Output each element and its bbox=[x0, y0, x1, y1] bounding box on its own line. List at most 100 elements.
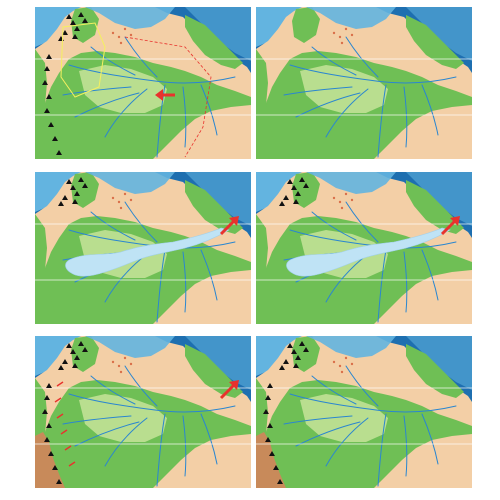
mountain-marker bbox=[72, 199, 78, 204]
mountain-marker bbox=[56, 150, 62, 155]
highland-dots bbox=[332, 27, 354, 45]
mountain-marker bbox=[56, 479, 62, 484]
highland-dot bbox=[111, 196, 115, 200]
shallow-sea-ne bbox=[406, 172, 472, 226]
highland-dot bbox=[350, 198, 354, 202]
shallow-sea-ne bbox=[406, 336, 472, 390]
river bbox=[90, 46, 136, 76]
mountain-marker bbox=[287, 343, 293, 348]
forest-west-coast bbox=[256, 49, 282, 159]
mountain-marker bbox=[291, 349, 297, 354]
forest-light bbox=[79, 394, 167, 442]
mountain-marker bbox=[62, 359, 68, 364]
mountain-marker bbox=[265, 437, 271, 442]
river bbox=[200, 249, 218, 301]
mountain-marker bbox=[299, 177, 305, 182]
river bbox=[74, 92, 140, 118]
flow-arrow-head bbox=[155, 89, 163, 101]
mountain-marker bbox=[44, 395, 50, 400]
flow-arrow-shaft bbox=[219, 218, 237, 236]
highland-dot bbox=[338, 364, 342, 368]
mountain-marker bbox=[283, 195, 289, 200]
drainage-divide bbox=[124, 36, 212, 158]
mountain-marker bbox=[299, 341, 305, 346]
river bbox=[421, 249, 439, 301]
mountain-marker bbox=[293, 363, 299, 368]
river bbox=[200, 84, 218, 136]
mountain-marker bbox=[44, 437, 50, 442]
river bbox=[68, 64, 236, 84]
caribbean-margin bbox=[306, 336, 396, 358]
highland-dot bbox=[119, 41, 123, 45]
mountain-marker bbox=[46, 383, 52, 388]
map-svg bbox=[256, 172, 472, 324]
shallow-sea-ne bbox=[185, 7, 251, 61]
region-outline bbox=[60, 22, 106, 98]
mountain-markers bbox=[42, 341, 88, 484]
flow-arrow-shaft bbox=[219, 382, 237, 400]
river bbox=[90, 375, 136, 405]
river bbox=[295, 421, 361, 447]
mountain-marker bbox=[72, 34, 78, 39]
mountain-marker bbox=[78, 12, 84, 17]
mountain-marker bbox=[48, 122, 54, 127]
highland-dot bbox=[129, 362, 133, 366]
mountain-marker bbox=[82, 18, 88, 23]
highland-dot bbox=[111, 31, 115, 35]
forest-north bbox=[292, 7, 320, 43]
river bbox=[325, 417, 369, 467]
river bbox=[421, 84, 439, 136]
mountain-marker bbox=[58, 365, 64, 370]
mountain-marker bbox=[46, 94, 52, 99]
river bbox=[156, 84, 166, 158]
highland-dots bbox=[111, 356, 133, 374]
mountain-marker bbox=[70, 349, 76, 354]
highland-dot bbox=[338, 35, 342, 39]
map-svg bbox=[256, 336, 472, 488]
andes-range bbox=[35, 432, 65, 488]
river bbox=[311, 375, 357, 405]
map-panel-5 bbox=[35, 336, 251, 488]
map-panel-1 bbox=[35, 7, 251, 159]
mountain-marker bbox=[267, 383, 273, 388]
map-svg bbox=[256, 7, 472, 159]
highland-dot bbox=[344, 192, 348, 196]
map-panel-6 bbox=[256, 336, 472, 488]
river bbox=[104, 88, 148, 138]
mountain-marker bbox=[62, 195, 68, 200]
river bbox=[62, 415, 132, 425]
forest-west-coast bbox=[35, 49, 61, 159]
flow-arrow-head bbox=[450, 216, 460, 226]
mountain-marker bbox=[74, 355, 80, 360]
map-panel-4 bbox=[256, 172, 472, 324]
forest-east bbox=[406, 15, 464, 69]
river-network bbox=[62, 36, 236, 158]
forest-north bbox=[292, 336, 320, 372]
river bbox=[377, 249, 387, 323]
flow-arrow-head bbox=[229, 216, 239, 226]
shallow-sea-ne bbox=[406, 7, 472, 61]
shallow-sea-ne bbox=[185, 336, 251, 390]
highland-dot bbox=[123, 27, 127, 31]
highland-dot bbox=[338, 200, 342, 204]
mountain-marker bbox=[44, 66, 50, 71]
river bbox=[156, 413, 166, 487]
river bbox=[124, 36, 158, 78]
river-network bbox=[62, 365, 236, 487]
mountain-marker bbox=[291, 185, 297, 190]
highland-dot bbox=[340, 370, 344, 374]
mountain-marker bbox=[78, 341, 84, 346]
highland-dot bbox=[340, 41, 344, 45]
uplift-mark bbox=[64, 445, 72, 451]
highland-dot bbox=[119, 370, 123, 374]
river-network bbox=[283, 36, 457, 158]
uplift-mark bbox=[54, 397, 62, 403]
highland-dot bbox=[119, 206, 123, 210]
caribbean-margin bbox=[85, 7, 175, 29]
forest-east bbox=[185, 180, 243, 234]
mountain-marker bbox=[293, 199, 299, 204]
river-network bbox=[283, 365, 457, 487]
mountain-marker bbox=[48, 451, 54, 456]
mountain-marker bbox=[42, 409, 48, 414]
